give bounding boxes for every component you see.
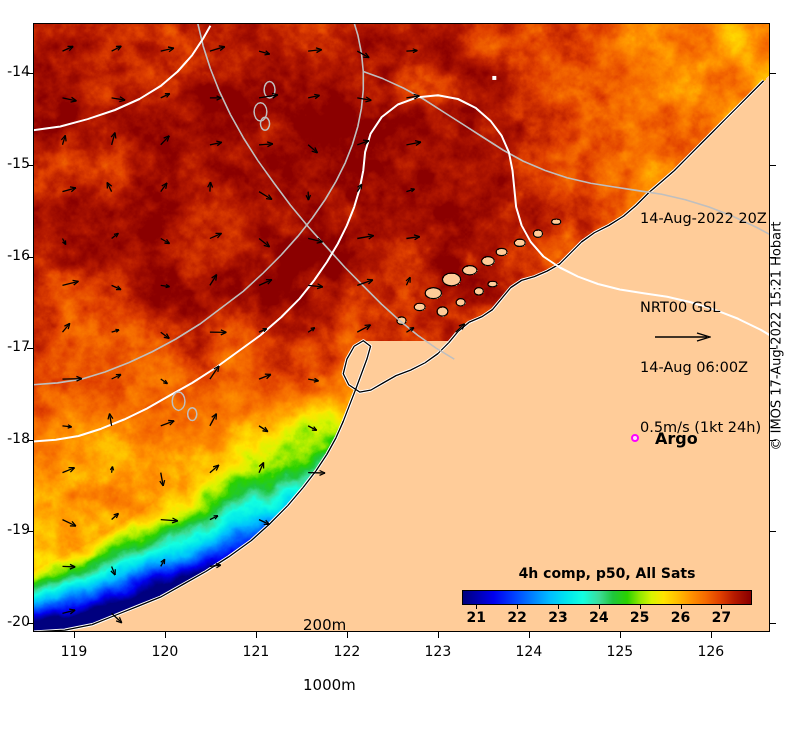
product-name: NRT00 GSL — [640, 300, 721, 316]
colorbar-tick — [598, 605, 600, 609]
colorbar-tick-label: 26 — [670, 610, 691, 626]
bathymetry-200m-label: 200m — [303, 616, 347, 634]
colorbar-tick — [639, 605, 641, 609]
date-label: 14-Aug-2022 20Z — [640, 211, 767, 227]
colorbar-tick — [517, 605, 519, 609]
sst-heatmap-canvas — [33, 23, 770, 632]
y-axis-tick — [27, 439, 33, 441]
y-axis-label: -17 — [7, 339, 30, 356]
colorbar-gradient-canvas — [463, 591, 751, 604]
x-axis-tick — [528, 632, 530, 638]
y-axis-label: -14 — [7, 64, 30, 81]
bathymetry-1000m-label: 1000m — [303, 676, 356, 694]
colorbar-title: 4h comp, p50, All Sats — [518, 566, 696, 582]
colorbar-tick-label: 21 — [466, 610, 487, 626]
y-axis-tick — [27, 622, 33, 624]
colorbar-bar — [462, 590, 752, 605]
y-axis-tick — [27, 256, 33, 258]
y-axis-tick — [770, 348, 776, 350]
colorbar-tick-label: 23 — [548, 610, 568, 626]
x-axis-label: 122 — [333, 644, 361, 660]
x-axis-label: 126 — [697, 644, 725, 660]
y-axis-tick — [770, 439, 776, 441]
figure-root: 119 120 121 122 123 124 125 126 -14 -15 -16 -17 -18 -… — [7, 23, 785, 694]
x-axis-tick — [710, 632, 712, 638]
y-axis-label: -15 — [7, 155, 30, 172]
copyright-text: © IMOS 17-Aug-2022 15:21 Hobart — [769, 221, 785, 451]
y-axis-tick — [770, 622, 776, 624]
x-axis-label: 121 — [242, 644, 270, 660]
y-axis-tick — [27, 348, 33, 350]
product-time: 14-Aug 06:00Z — [640, 360, 749, 376]
colorbar-tick-label: 27 — [711, 610, 732, 626]
colorbar: 21 22 23 24 25 26 27 — [462, 590, 752, 626]
x-axis-tick — [346, 632, 348, 638]
sst-map-plot — [33, 23, 770, 632]
y-axis-tick — [27, 164, 33, 166]
x-axis-label: 123 — [424, 644, 452, 660]
product-speed-scale: 0.5m/s (1kt 24h) — [640, 420, 762, 436]
x-axis-tick — [437, 632, 439, 638]
bathymetry-legend: 200m 1000m — [303, 575, 356, 735]
y-axis-tick — [770, 73, 776, 75]
colorbar-tick — [721, 605, 723, 609]
y-axis-label: -18 — [7, 430, 30, 447]
y-axis-tick — [27, 531, 33, 533]
argo-marker-icon — [631, 434, 639, 442]
y-axis-label: -16 — [7, 247, 30, 264]
x-axis-tick — [164, 632, 166, 638]
colorbar-tick — [476, 605, 478, 609]
x-axis-tick — [73, 632, 75, 638]
y-axis-label: -20 — [7, 613, 30, 630]
argo-legend-label: Argo — [655, 429, 698, 448]
product-info-block: NRT00 GSL 14-Aug 06:00Z 0.5m/s (1kt 24h) — [640, 258, 761, 478]
colorbar-tick — [557, 605, 559, 609]
x-axis-label: 124 — [515, 644, 543, 660]
velocity-scale-arrow-icon — [655, 332, 711, 342]
y-axis-tick — [770, 531, 776, 533]
colorbar-tick-label: 25 — [629, 610, 650, 626]
colorbar-tick — [680, 605, 682, 609]
x-axis-label: 120 — [151, 644, 179, 660]
x-axis-tick — [619, 632, 621, 638]
x-axis-tick — [255, 632, 257, 638]
x-axis-label: 119 — [60, 644, 88, 660]
y-axis-tick — [27, 73, 33, 75]
y-axis-label: -19 — [7, 522, 30, 539]
y-axis-tick — [770, 164, 776, 166]
colorbar-tick-label: 24 — [589, 610, 609, 626]
y-axis-tick — [770, 256, 776, 258]
colorbar-tick-label: 22 — [507, 610, 527, 626]
x-axis-label: 125 — [606, 644, 634, 660]
